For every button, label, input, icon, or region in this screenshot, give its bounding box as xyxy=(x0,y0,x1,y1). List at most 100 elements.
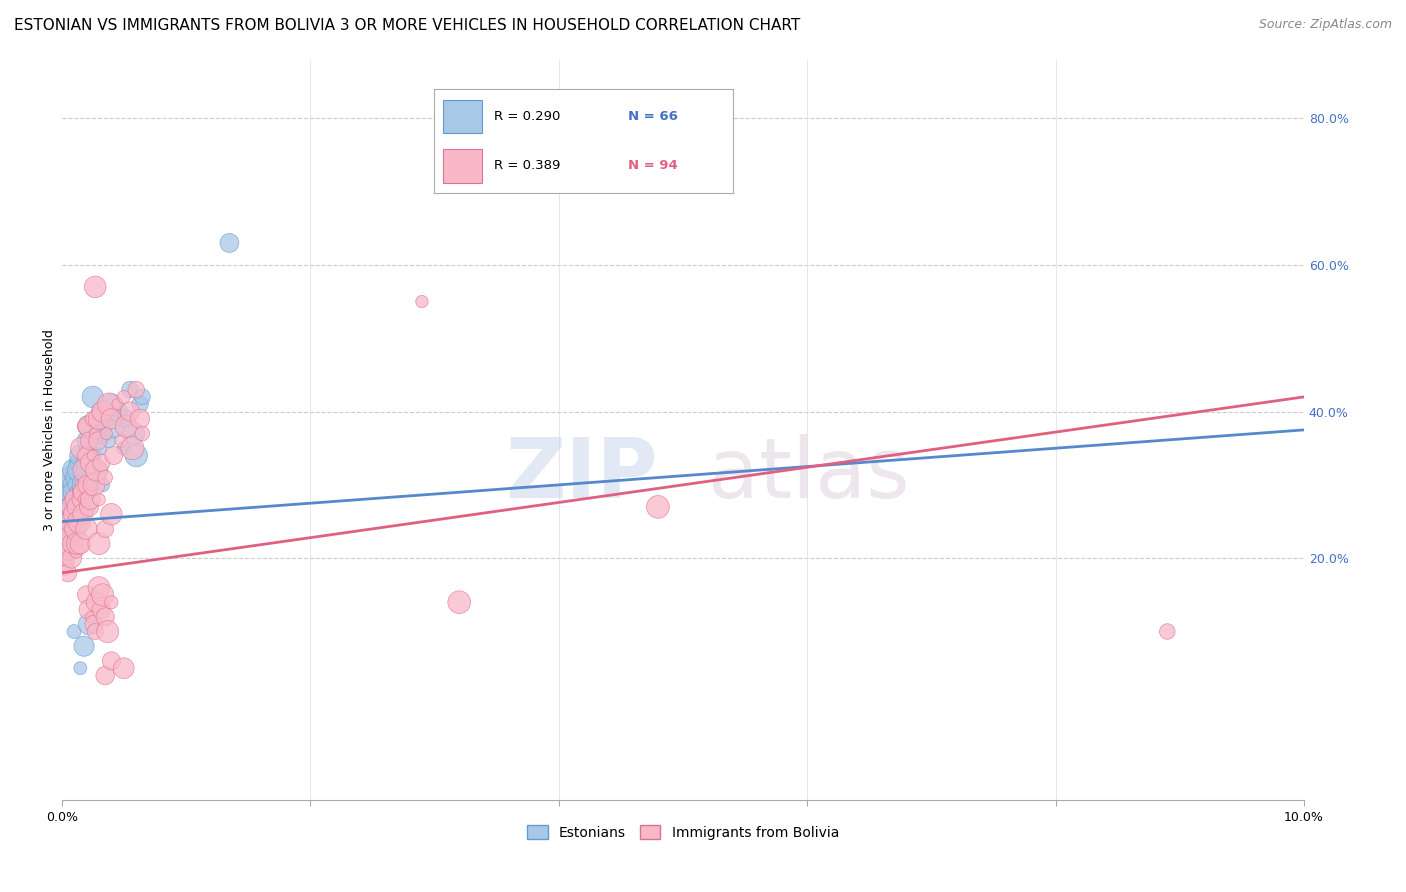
Point xyxy=(73,441,96,455)
Point xyxy=(59,507,82,521)
Point xyxy=(94,522,117,536)
Point xyxy=(62,507,84,521)
Point xyxy=(100,397,122,411)
Point xyxy=(66,536,89,550)
Point xyxy=(53,558,76,573)
Point xyxy=(76,449,98,463)
Point xyxy=(63,507,86,521)
Text: atlas: atlas xyxy=(707,434,910,515)
Point xyxy=(62,478,84,492)
Point xyxy=(76,434,98,448)
Point xyxy=(131,426,153,441)
Point xyxy=(76,478,98,492)
Point xyxy=(100,595,122,609)
Point xyxy=(55,544,77,558)
Point xyxy=(91,588,114,602)
Point xyxy=(53,507,76,521)
Point xyxy=(80,610,103,624)
Point xyxy=(76,522,98,536)
Point xyxy=(60,492,83,507)
Point xyxy=(100,654,122,668)
Point xyxy=(77,500,100,514)
Point xyxy=(73,500,96,514)
Point xyxy=(112,441,135,455)
Point xyxy=(58,515,80,529)
Point xyxy=(77,419,100,434)
Point xyxy=(107,404,129,418)
Point xyxy=(82,449,104,463)
Point xyxy=(122,426,145,441)
Point xyxy=(87,536,110,550)
Point xyxy=(80,478,103,492)
Point xyxy=(77,434,100,448)
Point xyxy=(56,566,79,580)
Point xyxy=(56,515,79,529)
Point xyxy=(84,280,107,294)
Point xyxy=(87,412,110,426)
Point xyxy=(129,412,152,426)
Point xyxy=(65,500,87,514)
Point xyxy=(1156,624,1178,639)
Point xyxy=(56,478,79,492)
Point xyxy=(94,668,117,682)
Point xyxy=(76,485,98,500)
Point xyxy=(65,478,87,492)
Text: ZIP: ZIP xyxy=(506,434,658,515)
Point xyxy=(91,404,114,418)
Point xyxy=(59,529,82,543)
Point xyxy=(84,426,107,441)
Point xyxy=(55,515,77,529)
Point xyxy=(65,492,87,507)
Point xyxy=(60,551,83,566)
Point xyxy=(63,515,86,529)
Point xyxy=(65,544,87,558)
Point xyxy=(66,456,89,470)
Point xyxy=(118,383,141,397)
Point xyxy=(65,507,87,521)
Point xyxy=(69,661,91,675)
Text: Source: ZipAtlas.com: Source: ZipAtlas.com xyxy=(1258,18,1392,31)
Point xyxy=(69,449,91,463)
Point xyxy=(76,419,98,434)
Point xyxy=(96,426,118,441)
Point xyxy=(647,500,669,514)
Point xyxy=(103,419,125,434)
Point xyxy=(107,397,129,411)
Point xyxy=(55,529,77,543)
Point xyxy=(77,602,100,616)
Point xyxy=(89,404,111,418)
Point xyxy=(76,588,98,602)
Point xyxy=(103,449,125,463)
Point xyxy=(56,507,79,521)
Point xyxy=(76,470,98,484)
Point xyxy=(70,456,93,470)
Point xyxy=(56,536,79,550)
Text: ESTONIAN VS IMMIGRANTS FROM BOLIVIA 3 OR MORE VEHICLES IN HOUSEHOLD CORRELATION : ESTONIAN VS IMMIGRANTS FROM BOLIVIA 3 OR… xyxy=(14,18,800,33)
Point xyxy=(70,492,93,507)
Point xyxy=(58,544,80,558)
Point xyxy=(90,602,112,616)
Point xyxy=(84,470,107,484)
Point xyxy=(118,404,141,418)
Point xyxy=(84,624,107,639)
Point xyxy=(59,470,82,484)
Point xyxy=(67,515,90,529)
Point xyxy=(63,485,86,500)
Point xyxy=(66,492,89,507)
Y-axis label: 3 or more Vehicles in Household: 3 or more Vehicles in Household xyxy=(44,329,56,531)
Point xyxy=(62,536,84,550)
Point xyxy=(60,515,83,529)
Point xyxy=(115,412,138,426)
Point xyxy=(97,624,120,639)
Point xyxy=(87,463,110,477)
Point xyxy=(69,492,91,507)
Point xyxy=(90,456,112,470)
Point xyxy=(411,294,433,309)
Point xyxy=(63,624,86,639)
Point xyxy=(218,235,240,250)
Point xyxy=(65,522,87,536)
Point xyxy=(73,419,96,434)
Point xyxy=(67,485,90,500)
Point xyxy=(82,434,104,448)
Point xyxy=(73,463,96,477)
